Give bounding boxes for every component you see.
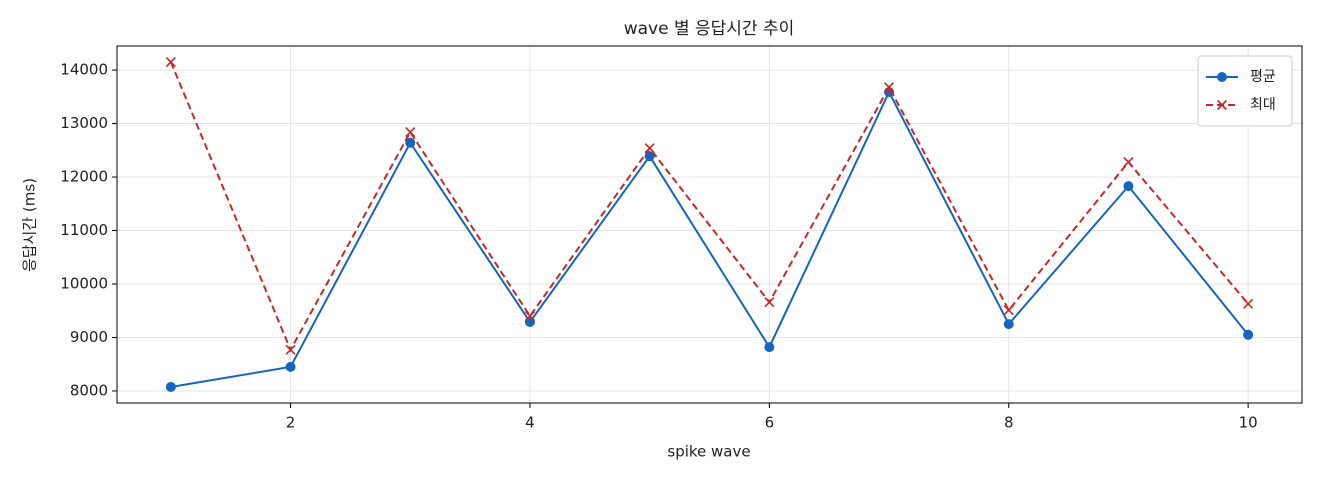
- x-tick-label: 10: [1239, 414, 1258, 432]
- marker: [764, 342, 775, 353]
- marker: [644, 151, 655, 162]
- y-tick-label: 11000: [60, 221, 108, 239]
- series-line: [170, 89, 1249, 388]
- marker: [405, 127, 416, 138]
- marker: [524, 311, 536, 322]
- y-tick-label: 9000: [70, 328, 108, 346]
- marker: [405, 137, 416, 148]
- y-tick-label: 12000: [60, 168, 108, 186]
- x-tick-label: 6: [765, 414, 775, 432]
- legend-box: [1197, 55, 1293, 127]
- marker: [1217, 72, 1227, 82]
- x-tick-label: 4: [525, 414, 535, 432]
- marker: [165, 381, 176, 392]
- marker: [285, 344, 296, 355]
- marker: [1216, 99, 1228, 111]
- x-tick-label: 8: [1004, 414, 1014, 432]
- x-tick-label: 2: [286, 414, 296, 432]
- marker: [1123, 181, 1134, 192]
- marker: [285, 361, 296, 372]
- chart-title: wave 별 응답시간 추이: [624, 19, 795, 39]
- y-axis-label: 응답시간 (ms): [21, 178, 39, 272]
- plot-frame: [116, 45, 1303, 404]
- y-tick-label: 8000: [70, 381, 108, 399]
- legend-label: 평균: [1250, 69, 1276, 85]
- marker: [644, 143, 655, 154]
- y-tick-label: 10000: [60, 275, 108, 293]
- legend-label: 최대: [1250, 97, 1276, 113]
- y-tick-label: 14000: [60, 61, 108, 79]
- marker: [1243, 298, 1254, 309]
- marker: [165, 56, 176, 68]
- marker: [1003, 305, 1014, 316]
- y-tick-label: 13000: [60, 114, 108, 132]
- marker: [764, 297, 775, 308]
- marker: [1243, 329, 1254, 340]
- x-axis-label: spike wave: [667, 443, 750, 461]
- marker: [1003, 319, 1014, 330]
- marker: [1123, 156, 1134, 168]
- marker: [883, 82, 895, 93]
- series-line: [169, 61, 1249, 353]
